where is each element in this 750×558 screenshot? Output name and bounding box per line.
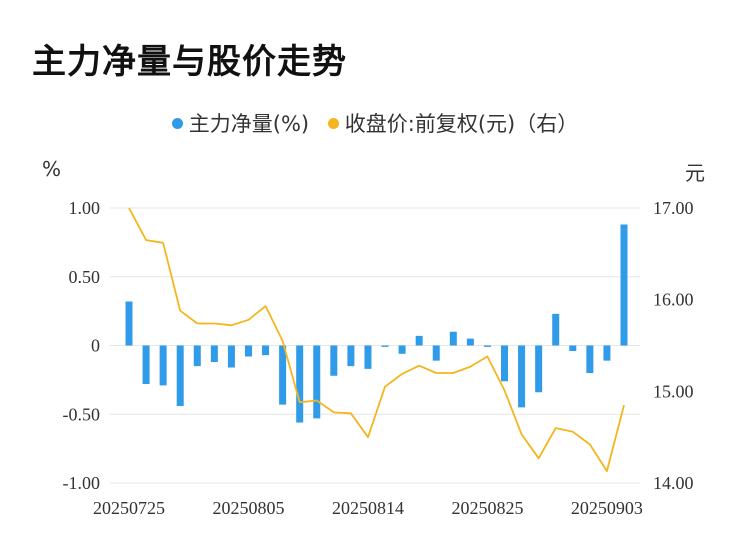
bar-3: [176, 345, 184, 406]
bar-8: [262, 345, 270, 356]
bar-4: [193, 345, 201, 367]
bar-17: [415, 335, 423, 346]
legend-item-bar[interactable]: 主力净量(%): [171, 108, 310, 138]
x-tick-label: 20250805: [212, 498, 284, 518]
bar-14: [364, 345, 372, 369]
bar-13: [347, 345, 355, 367]
left-tick-label: 0.50: [69, 267, 101, 287]
bar-29: [620, 224, 628, 346]
x-tick-label: 20250814: [332, 498, 404, 518]
left-tick-label: 1.00: [69, 198, 101, 218]
bar-28: [603, 345, 611, 361]
bar-20: [466, 338, 474, 346]
x-tick-label: 20250903: [571, 498, 643, 518]
legend-label-bar: 主力净量(%): [188, 112, 310, 136]
right-axis-unit: 元: [685, 161, 705, 185]
right-tick-label: 16.00: [653, 290, 694, 310]
bar-7: [244, 345, 252, 357]
bar-25: [552, 313, 560, 346]
x-tick-label: 20250825: [451, 498, 523, 518]
right-tick-label: 15.00: [653, 381, 694, 401]
bar-18: [432, 345, 440, 361]
left-tick-label: -0.50: [63, 404, 101, 424]
bar-2: [159, 345, 167, 386]
legend-dot-line-icon: [327, 117, 339, 129]
left-tick-label: -1.00: [63, 473, 101, 493]
bar-11: [313, 345, 321, 419]
legend: 主力净量(%) 收盘价:前复权(元)（右）: [0, 108, 750, 138]
bar-15: [381, 345, 389, 347]
x-tick-label: 20250725: [93, 498, 165, 518]
bar-6: [227, 345, 235, 368]
bar-16: [398, 345, 406, 354]
bar-0: [125, 301, 133, 346]
chart-title: 主力净量与股价走势: [32, 42, 347, 82]
price-line: [128, 207, 625, 473]
bar-21: [483, 345, 491, 347]
bar-23: [518, 345, 526, 408]
legend-label-line: 收盘价:前复权(元)（右）: [344, 112, 579, 136]
bar-27: [586, 345, 594, 373]
bar-5: [210, 345, 218, 362]
bar-10: [296, 345, 304, 423]
bar-9: [279, 345, 287, 405]
legend-item-line[interactable]: 收盘价:前复权(元)（右）: [327, 108, 579, 138]
bar-12: [330, 345, 338, 376]
right-tick-label: 14.00: [653, 473, 694, 493]
bar-19: [449, 331, 457, 346]
left-axis-unit: %: [42, 157, 62, 181]
right-tick-label: 17.00: [653, 198, 694, 218]
bar-24: [535, 345, 543, 393]
bar-1: [142, 345, 150, 384]
bar-22: [501, 345, 509, 382]
bar-26: [569, 345, 577, 351]
left-tick-label: 0: [91, 336, 100, 356]
legend-dot-bar-icon: [171, 117, 183, 129]
